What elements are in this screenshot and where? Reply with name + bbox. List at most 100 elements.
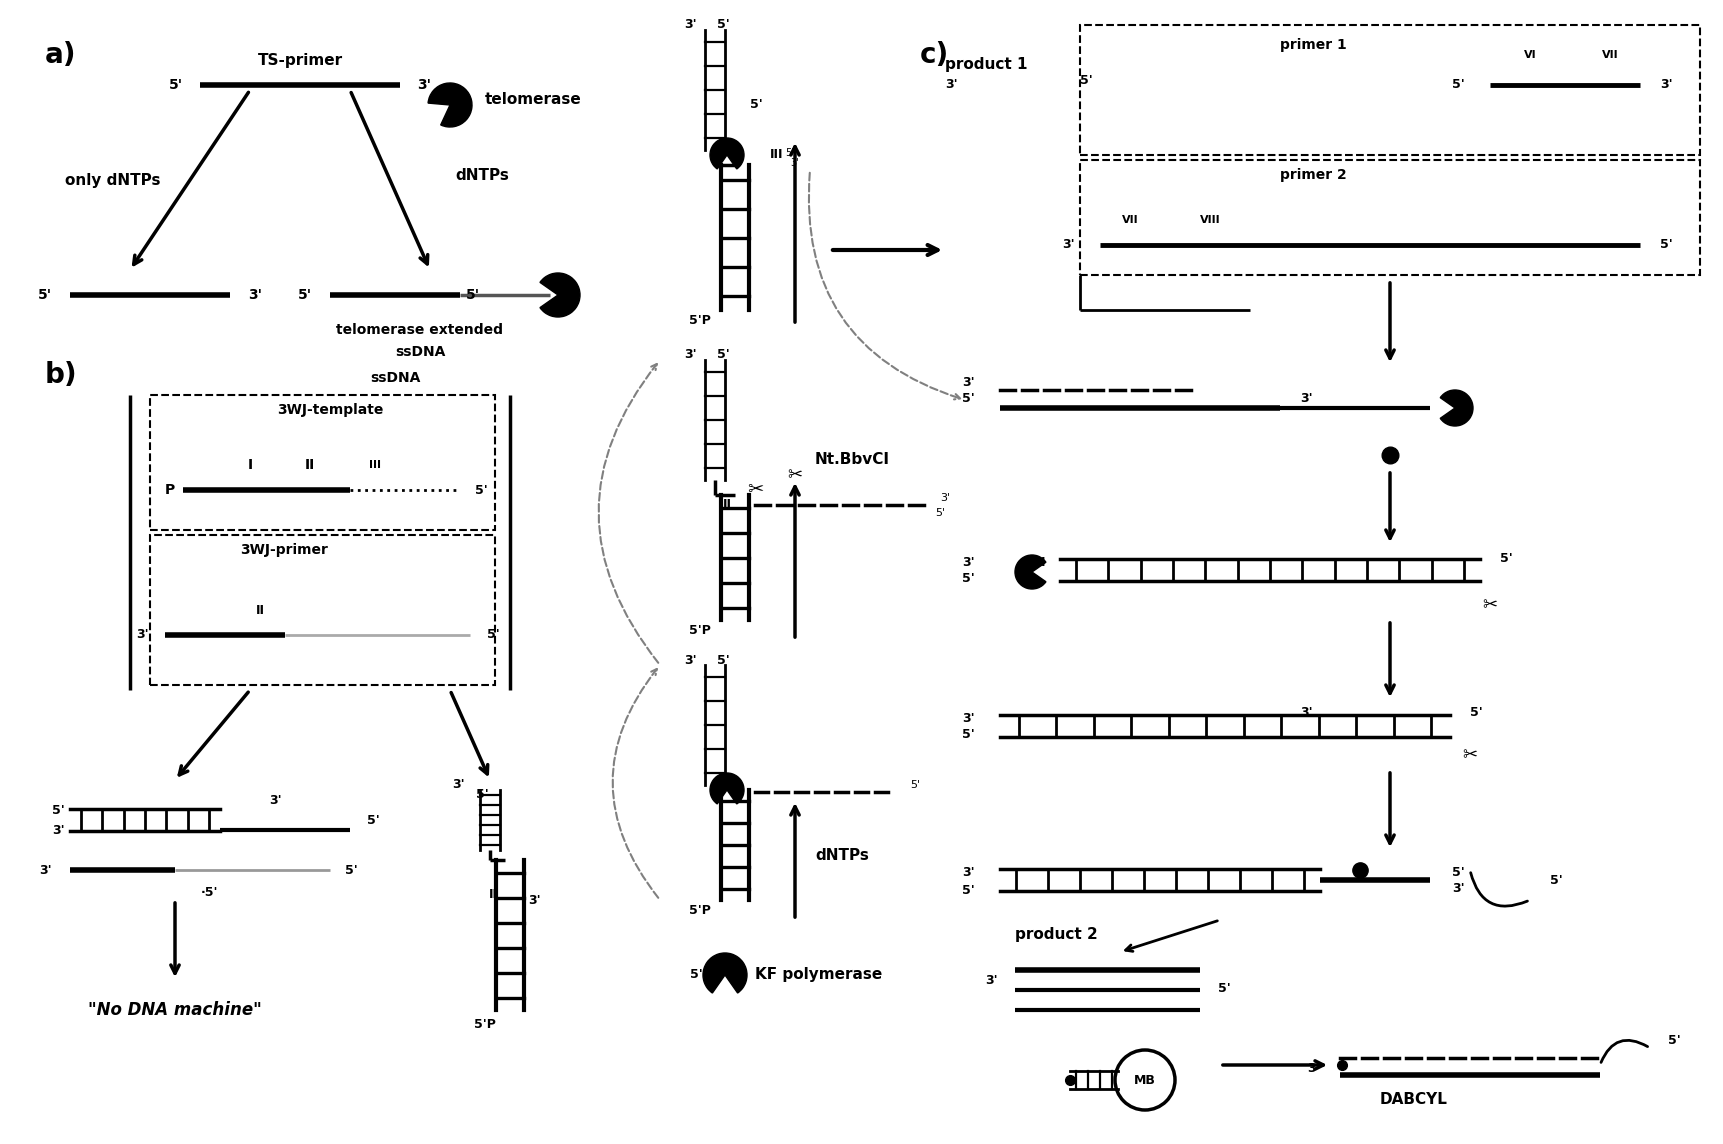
Text: 3': 3' <box>269 794 281 807</box>
Text: product 2: product 2 <box>1015 928 1098 943</box>
Text: ssDNA: ssDNA <box>395 345 445 359</box>
Text: ✂: ✂ <box>787 466 803 484</box>
Text: 5': 5' <box>961 572 975 585</box>
Text: 3': 3' <box>1299 706 1313 718</box>
Text: 5'P: 5'P <box>689 623 712 636</box>
Text: 5'P: 5'P <box>474 1018 496 1032</box>
Text: II: II <box>305 458 315 472</box>
Text: DABCYL: DABCYL <box>1380 1093 1447 1107</box>
Text: I: I <box>248 458 253 472</box>
Text: VII: VII <box>1122 215 1139 225</box>
Text: II: II <box>489 889 498 901</box>
Text: 5': 5' <box>367 813 379 826</box>
Text: 3': 3' <box>1299 391 1313 405</box>
Text: 5': 5' <box>1218 982 1230 994</box>
Text: 5': 5' <box>38 288 52 302</box>
Text: b): b) <box>45 362 78 389</box>
Text: 5': 5' <box>1452 79 1465 92</box>
Bar <box>150 535 495 685</box>
Text: 5': 5' <box>936 508 946 518</box>
Text: 5': 5' <box>1470 706 1484 718</box>
Text: 3': 3' <box>963 556 975 569</box>
Text: 5': 5' <box>345 864 358 876</box>
Wedge shape <box>710 773 744 804</box>
Text: 5': 5' <box>750 98 763 111</box>
Text: primer 1: primer 1 <box>1280 38 1347 51</box>
Text: 5': 5' <box>488 628 500 642</box>
Wedge shape <box>427 84 472 127</box>
Text: III: III <box>770 149 784 161</box>
Text: 5': 5' <box>717 18 731 32</box>
Text: VIII: VIII <box>1199 215 1220 225</box>
Text: 3': 3' <box>963 866 975 879</box>
Text: 3': 3' <box>136 628 148 642</box>
Text: 3': 3' <box>986 974 998 986</box>
Text: II: II <box>255 604 265 617</box>
Text: 5': 5' <box>298 288 312 302</box>
Text: Nt.BbvCI: Nt.BbvCI <box>815 453 891 468</box>
Text: TS-primer: TS-primer <box>257 53 343 67</box>
Text: 5': 5' <box>1551 874 1563 887</box>
Text: 5': 5' <box>476 484 488 496</box>
Text: ✂: ✂ <box>1463 746 1478 764</box>
Text: 5': 5' <box>717 349 731 362</box>
Text: dNTPs: dNTPs <box>815 848 868 863</box>
Wedge shape <box>1440 390 1473 426</box>
Text: 5': 5' <box>1080 73 1092 87</box>
Text: 5': 5' <box>1501 551 1513 564</box>
Text: VII: VII <box>1602 50 1618 59</box>
Text: 5': 5' <box>961 729 975 741</box>
Text: 5': 5' <box>169 78 183 92</box>
Text: II: II <box>724 499 732 511</box>
Text: 5': 5' <box>1659 238 1673 252</box>
Text: 3': 3' <box>944 79 958 92</box>
Text: 5': 5' <box>910 780 920 791</box>
Text: P: P <box>165 483 176 496</box>
Text: 3': 3' <box>1452 882 1465 895</box>
Bar <box>150 395 495 530</box>
Text: 5'P: 5'P <box>689 904 712 916</box>
Text: 5': 5' <box>717 653 731 667</box>
Text: VI: VI <box>1523 50 1537 59</box>
Text: 5': 5' <box>786 148 794 158</box>
Text: ssDNA: ssDNA <box>370 371 420 386</box>
Text: only dNTPs: only dNTPs <box>65 173 160 188</box>
Text: 5'P: 5'P <box>689 313 712 326</box>
Text: 3': 3' <box>40 864 52 876</box>
Text: ✂: ✂ <box>1482 596 1497 614</box>
Text: 3': 3' <box>963 375 975 389</box>
Wedge shape <box>539 273 581 317</box>
Text: 3': 3' <box>963 712 975 724</box>
Text: 3': 3' <box>941 493 949 503</box>
Text: KF polymerase: KF polymerase <box>755 968 882 983</box>
Text: 5': 5' <box>1452 394 1465 406</box>
Text: 3': 3' <box>417 78 431 92</box>
Text: 3': 3' <box>527 893 541 906</box>
Wedge shape <box>710 138 744 169</box>
Text: 3': 3' <box>684 653 698 667</box>
Text: 3': 3' <box>684 18 698 32</box>
Text: 3': 3' <box>52 824 65 836</box>
Text: primer 2: primer 2 <box>1280 168 1347 182</box>
Text: 3': 3' <box>1063 238 1075 252</box>
Bar <box>1080 25 1701 154</box>
Text: 5': 5' <box>691 969 703 982</box>
Text: III: III <box>369 460 381 470</box>
Text: a): a) <box>45 41 76 69</box>
Text: product 1: product 1 <box>944 57 1027 72</box>
Text: 3': 3' <box>248 288 262 302</box>
Text: 5': 5' <box>961 883 975 897</box>
Text: 3WJ-primer: 3WJ-primer <box>239 543 327 557</box>
Text: c): c) <box>920 41 949 69</box>
Text: 3': 3' <box>791 158 799 168</box>
Text: ✂: ✂ <box>746 480 763 500</box>
Text: 3': 3' <box>453 779 465 792</box>
Text: 5': 5' <box>1452 866 1465 879</box>
Text: 5': 5' <box>52 803 65 817</box>
Text: 5': 5' <box>465 288 481 302</box>
Text: 3': 3' <box>1659 79 1673 92</box>
Text: MB: MB <box>1134 1073 1156 1087</box>
Text: ·5': ·5' <box>202 885 219 898</box>
Text: dNTPs: dNTPs <box>455 167 508 183</box>
Text: 3': 3' <box>684 349 698 362</box>
